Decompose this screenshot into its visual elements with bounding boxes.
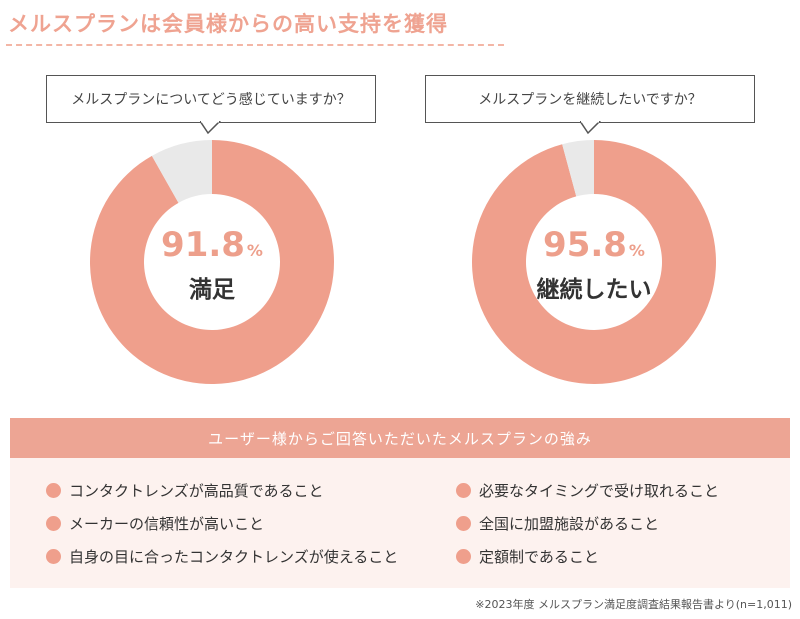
question-2-text: メルスプランを継続したいですか？ — [478, 92, 702, 108]
satisfaction-value: 91.8 — [161, 225, 245, 265]
strength-item: 自身の目に合ったコンタクトレンズが使えること — [46, 546, 398, 567]
donut-chart-satisfaction: 91.8% 満足 — [90, 140, 334, 384]
strength-item: メーカーの信頼性が高いこと — [46, 513, 264, 534]
donut-slice-rest — [151, 140, 212, 203]
bubble-2-tail — [580, 121, 602, 135]
footnote: ※2023年度 メルスプラン満足度調査結果報告書より(n=1,011) — [475, 598, 792, 611]
satisfaction-percent: 91.8% — [90, 225, 334, 265]
strength-text: 必要なタイミングで受け取れること — [479, 482, 720, 500]
strength-item: コンタクトレンズが高品質であること — [46, 480, 324, 501]
continue-label: 継続したい — [536, 277, 652, 303]
strengths-header: ユーザー様からご回答いただいたメルスプランの強み — [10, 418, 790, 458]
bullet-icon — [456, 549, 471, 564]
strengths-panel: コンタクトレンズが高品質であること メーカーの信頼性が高いこと 自身の目に合った… — [10, 458, 790, 588]
bubble-1-tail — [200, 121, 222, 135]
donut-slice-rest — [562, 140, 594, 197]
bullet-icon — [46, 516, 61, 531]
donut-slice-main — [472, 140, 716, 384]
strengths-title: ユーザー様からご回答いただいたメルスプランの強み — [208, 429, 592, 448]
bullet-icon — [46, 483, 61, 498]
bullet-icon — [456, 516, 471, 531]
strength-item: 全国に加盟施設があること — [456, 513, 659, 534]
bullet-icon — [456, 483, 471, 498]
satisfaction-unit: % — [246, 241, 263, 260]
question-bubble-2: メルスプランを継続したいですか？ — [425, 75, 755, 123]
continue-percent: 95.8% — [472, 225, 716, 265]
donut-chart-continue: 95.8% 継続したい — [472, 140, 716, 384]
strength-item: 必要なタイミングで受け取れること — [456, 480, 719, 501]
strength-text: 自身の目に合ったコンタクトレンズが使えること — [69, 548, 399, 566]
strength-text: コンタクトレンズが高品質であること — [69, 482, 324, 500]
question-bubble-1: メルスプランについてどう感じていますか？ — [46, 75, 376, 123]
strength-text: 定額制であること — [479, 548, 599, 566]
continue-unit: % — [628, 241, 645, 260]
strength-text: メーカーの信頼性が高いこと — [69, 515, 265, 533]
page-heading: メルスプランは会員様からの高い支持を獲得 — [8, 12, 448, 36]
heading-divider — [6, 44, 504, 46]
donut-slice-main — [90, 140, 334, 384]
bullet-icon — [46, 549, 61, 564]
question-1-text: メルスプランについてどう感じていますか？ — [71, 92, 351, 108]
satisfaction-label: 満足 — [189, 277, 235, 303]
strength-item: 定額制であること — [456, 546, 599, 567]
strength-text: 全国に加盟施設があること — [479, 515, 660, 533]
continue-value: 95.8 — [543, 225, 627, 265]
